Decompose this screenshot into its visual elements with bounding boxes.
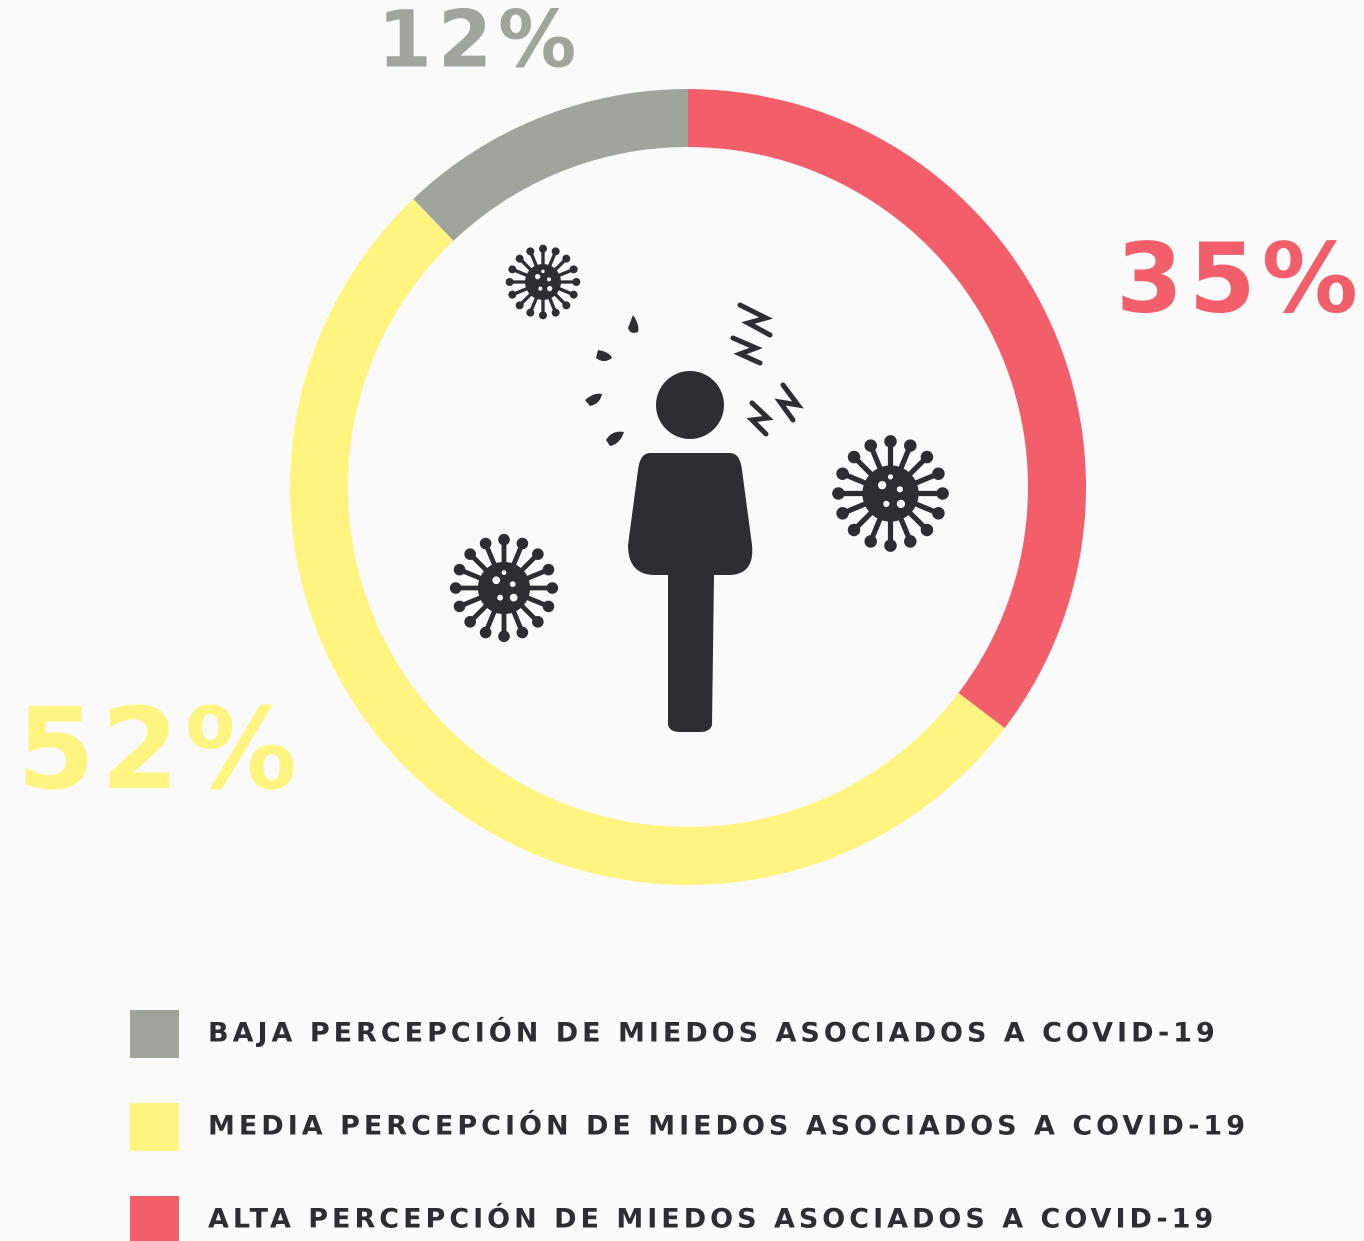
legend: BAJA PERCEPCIÓN DE MIEDOS ASOCIADOS A CO…	[130, 1010, 1249, 1241]
legend-swatch	[130, 1010, 179, 1058]
legend-swatch	[130, 1196, 179, 1241]
legend-swatch	[130, 1103, 179, 1151]
value-label: 52%	[17, 685, 303, 815]
legend-label: ALTA PERCEPCIÓN DE MIEDOS ASOCIADOS A CO…	[208, 1203, 1217, 1235]
legend-label: BAJA PERCEPCIÓN DE MIEDOS ASOCIADOS A CO…	[208, 1017, 1219, 1049]
donut-slice	[413, 89, 688, 241]
value-label: 35%	[1116, 222, 1364, 334]
legend-label: MEDIA PERCEPCIÓN DE MIEDOS ASOCIADOS A C…	[208, 1110, 1249, 1142]
donut-slice	[688, 89, 1086, 728]
chart: 12% 52% 35% BAJA PERCEPCIÓN DE MIEDOS ASOC…	[0, 0, 1364, 1241]
illustration	[450, 245, 949, 732]
value-label: 12%	[378, 0, 583, 85]
